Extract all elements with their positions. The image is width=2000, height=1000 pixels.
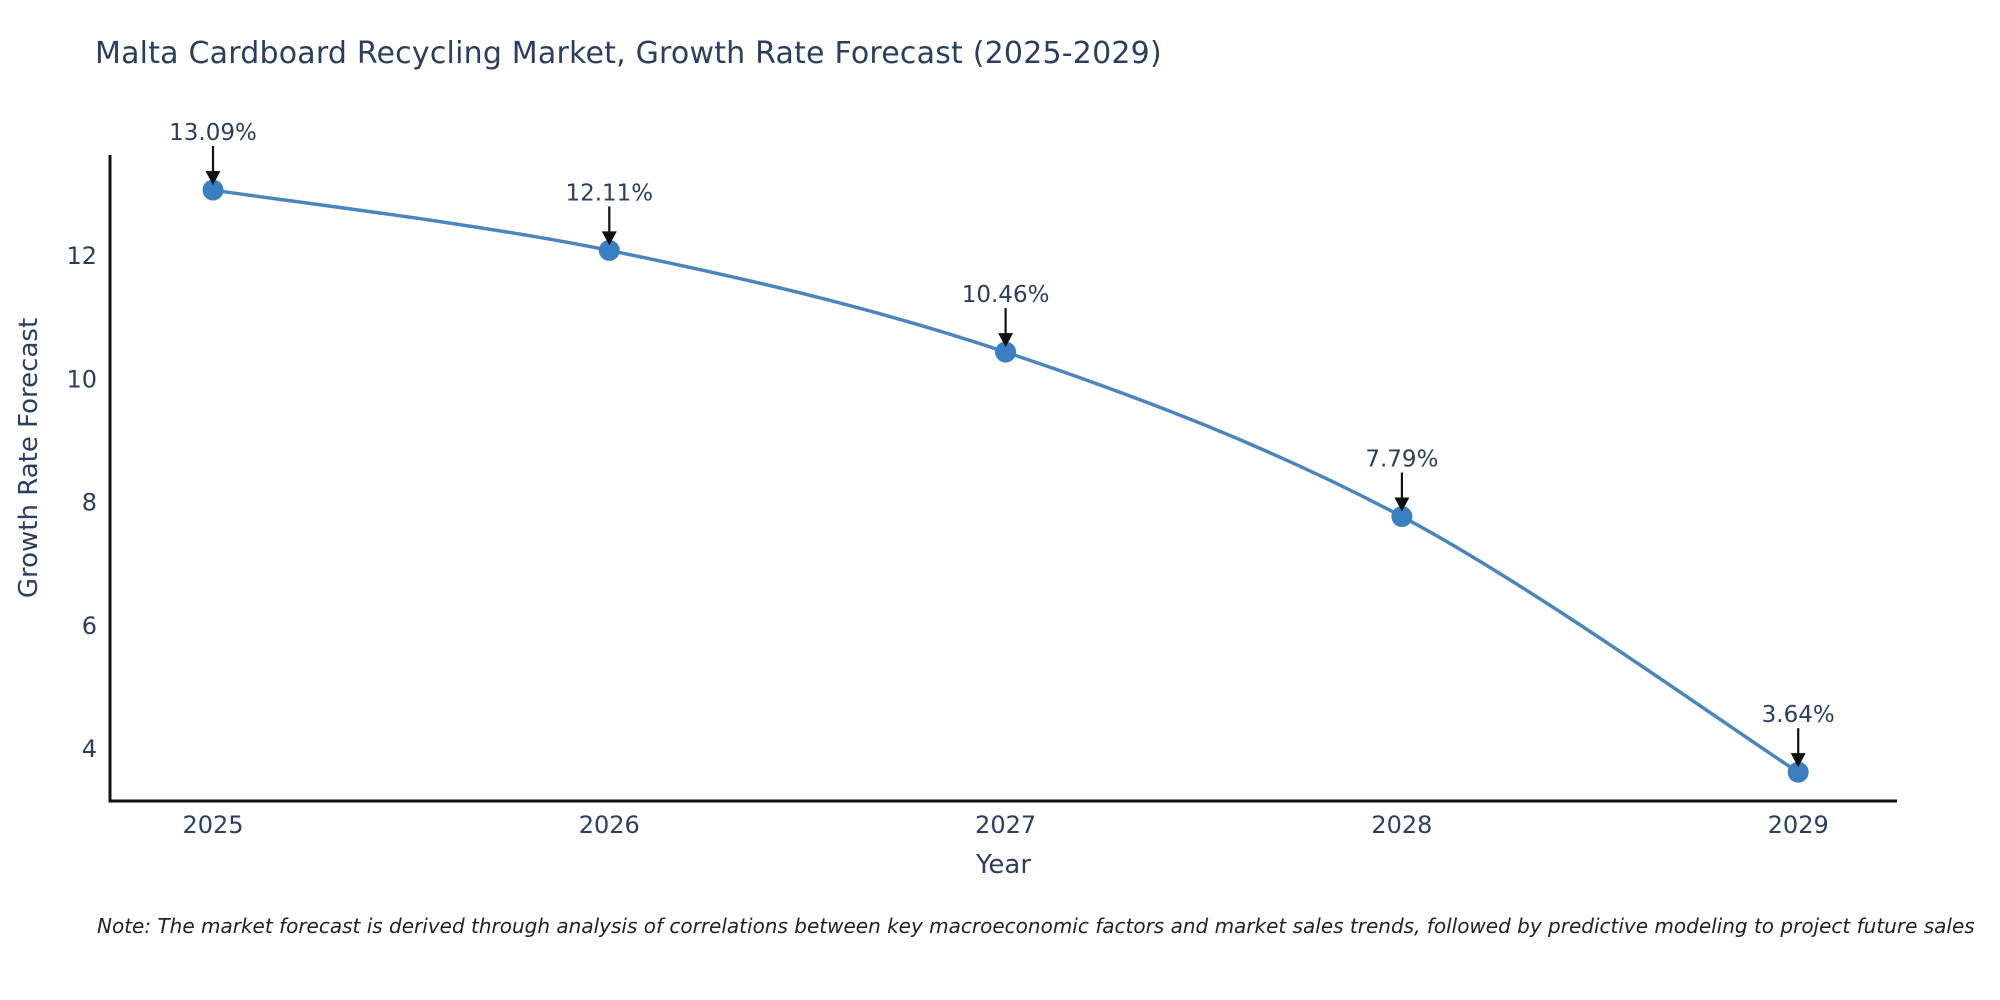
y-tick-label: 4 bbox=[82, 735, 97, 763]
axes bbox=[108, 155, 1897, 803]
data-point-marker bbox=[598, 239, 620, 261]
x-axis-title: Year bbox=[975, 850, 1032, 880]
forecast-line bbox=[211, 188, 1800, 774]
x-tick-label: 2027 bbox=[975, 811, 1036, 839]
x-tick-label: 2028 bbox=[1371, 811, 1432, 839]
annotation-arrowhead-icon bbox=[1790, 753, 1806, 768]
y-tick-label: 6 bbox=[82, 612, 97, 640]
point-annotation: 7.79% bbox=[1365, 447, 1438, 512]
annotation-arrowhead-icon bbox=[601, 231, 617, 246]
annotation-arrowhead-icon bbox=[205, 171, 221, 186]
y-tick-label: 8 bbox=[82, 489, 97, 517]
point-annotation: 3.64% bbox=[1762, 702, 1835, 768]
point-annotation: 13.09% bbox=[169, 120, 257, 186]
point-annotation-label: 3.64% bbox=[1762, 702, 1835, 728]
point-annotation-label: 10.46% bbox=[962, 282, 1050, 308]
data-point-marker bbox=[202, 179, 224, 201]
point-annotation-label: 7.79% bbox=[1365, 447, 1438, 473]
point-annotation-label: 12.11% bbox=[565, 180, 653, 206]
x-tick-label: 2025 bbox=[182, 811, 243, 839]
chart-footnote: Note: The market forecast is derived thr… bbox=[97, 914, 1975, 938]
annotation-arrowhead-icon bbox=[998, 333, 1014, 348]
x-tick-label: 2026 bbox=[579, 811, 640, 839]
point-annotation-label: 13.09% bbox=[169, 120, 257, 146]
data-point-marker bbox=[1787, 761, 1809, 783]
data-point-marker bbox=[995, 341, 1017, 363]
y-tick-label: 12 bbox=[66, 242, 97, 270]
point-annotation: 12.11% bbox=[565, 180, 653, 246]
point-annotation: 10.46% bbox=[962, 282, 1050, 348]
y-tick-label: 10 bbox=[66, 365, 97, 393]
x-tick-label: 2029 bbox=[1768, 811, 1829, 839]
data-point-marker bbox=[1391, 506, 1413, 528]
chart-title: Malta Cardboard Recycling Market, Growth… bbox=[95, 36, 1162, 71]
annotation-arrowhead-icon bbox=[1394, 497, 1410, 512]
